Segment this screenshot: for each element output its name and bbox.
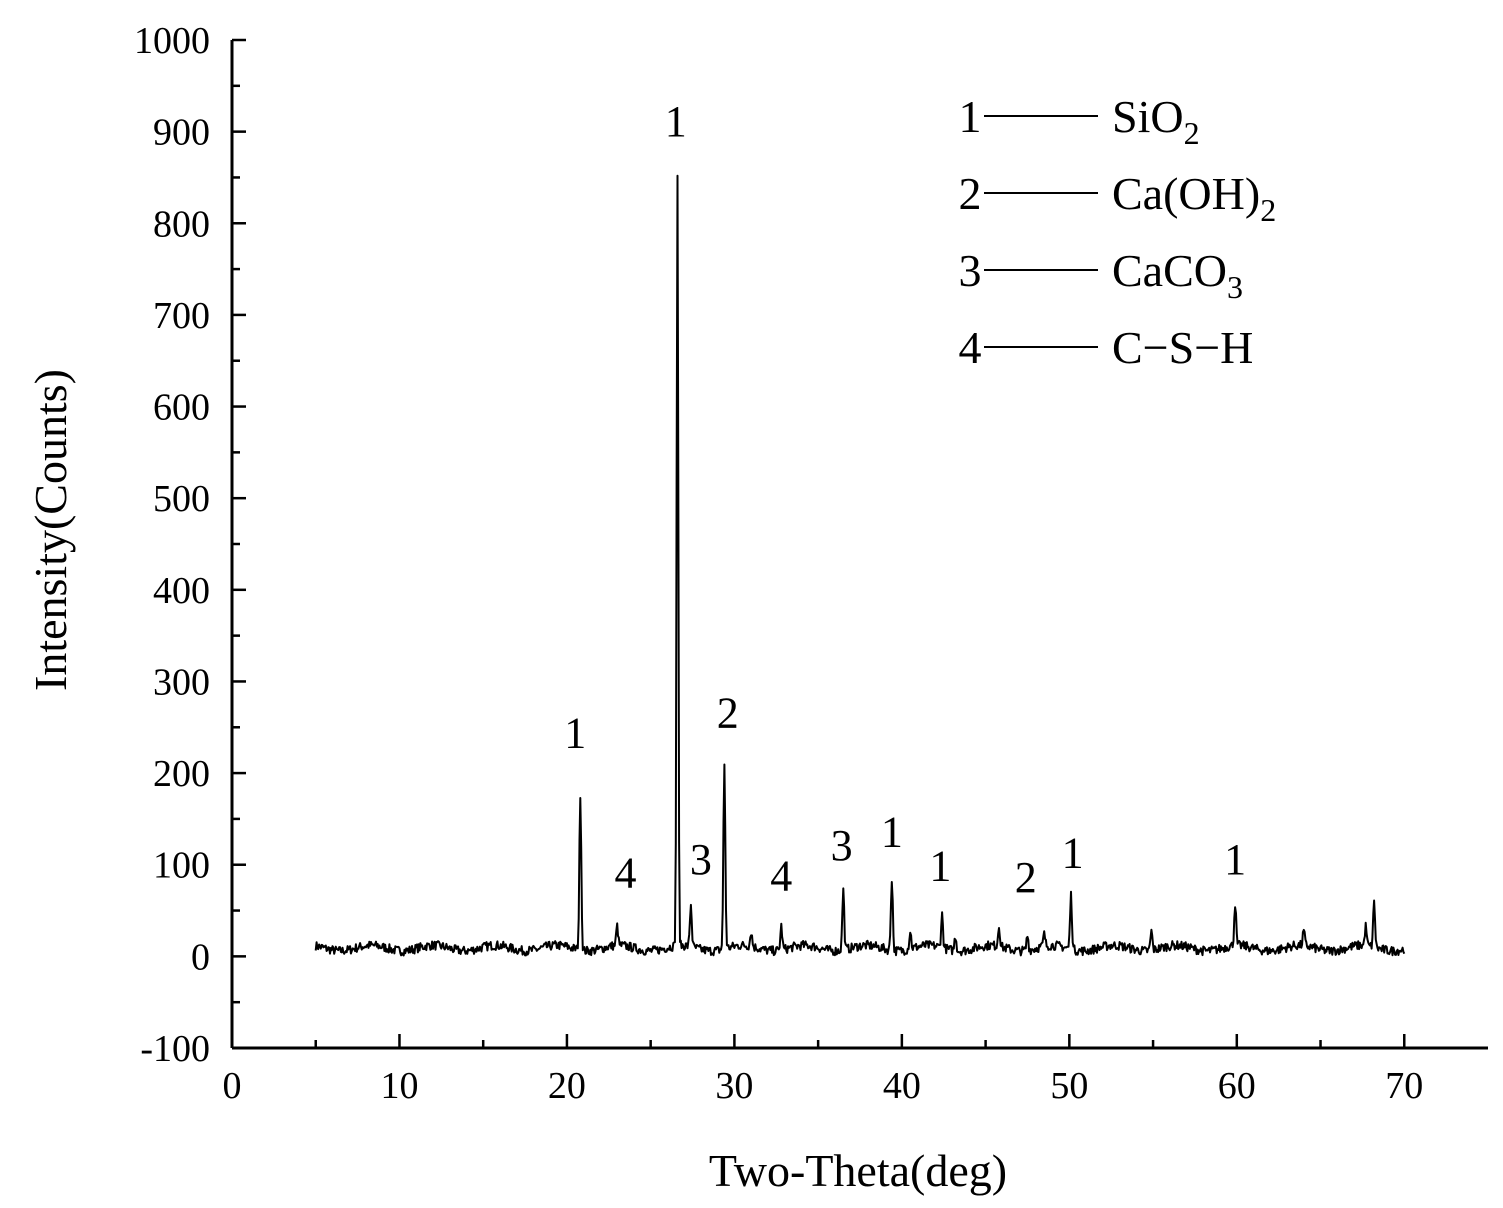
legend-entry: 2 Ca(OH)2 xyxy=(959,168,1277,228)
y-tick-label: 1000 xyxy=(134,20,210,62)
legend-subscript: 3 xyxy=(1227,269,1243,305)
peak-label: 4 xyxy=(615,849,637,898)
peak-label: 1 xyxy=(881,807,903,856)
y-tick-label: 100 xyxy=(153,845,210,887)
legend-formula: C−S−H xyxy=(1112,322,1253,373)
y-tick-label: 600 xyxy=(153,387,210,429)
peak-label: 4 xyxy=(770,851,792,900)
y-tick-label: 700 xyxy=(153,295,210,337)
y-tick-label: 0 xyxy=(191,936,210,978)
x-tick-label: 50 xyxy=(1050,1065,1088,1107)
y-tick-label: 200 xyxy=(153,753,210,795)
peak-label: 1 xyxy=(929,841,951,890)
legend-number: 4 xyxy=(959,322,982,373)
y-tick-label: 300 xyxy=(153,661,210,703)
peak-label: 1 xyxy=(564,708,586,757)
peak-label: 2 xyxy=(717,688,739,737)
x-tick-label: 70 xyxy=(1385,1065,1423,1107)
x-tick-label: 0 xyxy=(223,1065,242,1107)
y-axis-title: Intensity(Counts) xyxy=(25,369,76,691)
x-tick-label: 30 xyxy=(715,1065,753,1107)
legend-formula: CaCO3 xyxy=(1112,245,1243,305)
x-tick-label: 10 xyxy=(380,1065,418,1107)
y-tick-label: 500 xyxy=(153,478,210,520)
legend-entry: 3 CaCO3 xyxy=(959,245,1244,305)
x-axis-title: Two-Theta(deg) xyxy=(709,1145,1007,1196)
peak-label: 3 xyxy=(831,821,853,870)
peak-label: 3 xyxy=(690,835,712,884)
peak-label: 1 xyxy=(1224,835,1246,884)
peak-label: 1 xyxy=(665,97,687,146)
ticks: -100 0 100 200 300 400 500 600 700 800 900 1000 0 10 2… xyxy=(134,20,1423,1107)
peak-label: 2 xyxy=(1015,853,1037,902)
axes xyxy=(230,40,1488,1050)
trace-layer xyxy=(314,174,1406,957)
legend-formula: SiO2 xyxy=(1112,91,1200,151)
y-tick-label: 800 xyxy=(153,203,210,245)
legend-subscript: 2 xyxy=(1184,115,1200,151)
legend-number: 2 xyxy=(959,168,982,219)
y-tick-label: 400 xyxy=(153,570,210,612)
xrd-trace xyxy=(314,174,1406,957)
peak-label: 1 xyxy=(1062,828,1084,877)
legend-number: 3 xyxy=(959,245,982,296)
legend-formula: Ca(OH)2 xyxy=(1112,168,1276,228)
x-tick-label: 40 xyxy=(883,1065,921,1107)
y-tick-label: 900 xyxy=(153,112,210,154)
x-tick-label: 60 xyxy=(1218,1065,1256,1107)
legend-number: 1 xyxy=(959,91,982,142)
legend-subscript: 2 xyxy=(1260,192,1276,228)
y-tick-label: -100 xyxy=(140,1028,210,1070)
x-tick-label: 20 xyxy=(548,1065,586,1107)
legend-entry: 1 SiO2 xyxy=(959,91,1200,151)
legend-entry: 4 C−S−H xyxy=(959,322,1254,373)
